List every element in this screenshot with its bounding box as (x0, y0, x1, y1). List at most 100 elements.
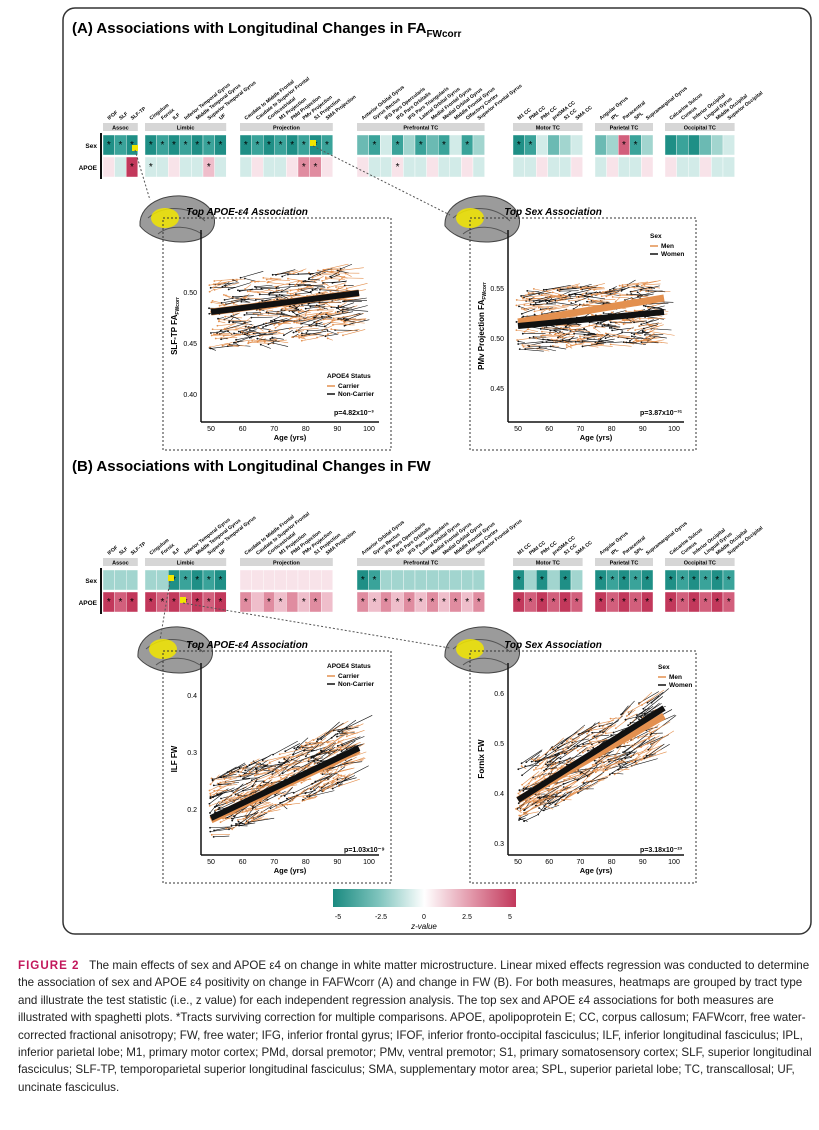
data-point (616, 746, 619, 749)
data-point (342, 316, 345, 318)
data-point (533, 769, 535, 771)
spaghetti-line (216, 329, 223, 334)
data-point (245, 312, 248, 314)
brain-pmv (444, 195, 520, 243)
data-point (519, 815, 522, 817)
spaghetti-line (342, 305, 368, 313)
spaghetti-line (213, 280, 230, 288)
spaghetti-line (212, 328, 238, 331)
data-point (281, 772, 284, 775)
tract-label: SPL (633, 546, 644, 557)
spaghetti-line (331, 321, 351, 325)
data-point (286, 797, 288, 800)
spaghetti-line (316, 316, 331, 323)
data-point (517, 340, 520, 343)
colorbar-tick: -5 (335, 914, 341, 921)
significance-star: * (218, 140, 222, 151)
spaghetti-line (248, 817, 275, 823)
spaghetti-line (641, 751, 667, 761)
spaghetti-line (577, 771, 594, 781)
data-point (579, 295, 581, 298)
heatmap-cell (676, 156, 689, 178)
significance-star: * (622, 575, 626, 586)
heatmap-cell (641, 569, 654, 591)
data-point (549, 761, 551, 763)
data-point (321, 279, 324, 282)
spaghetti-line (642, 330, 649, 334)
spaghetti-line (516, 329, 536, 334)
heatmap-cell (263, 569, 276, 591)
data-point (235, 328, 238, 331)
spaghetti-line (539, 296, 553, 303)
data-point (323, 772, 326, 775)
data-point (210, 332, 212, 334)
data-point (340, 750, 343, 753)
data-point (341, 778, 344, 781)
data-point (209, 830, 212, 833)
data-point (213, 288, 216, 291)
data-point (345, 726, 348, 729)
data-point (581, 745, 584, 748)
spaghetti-line (537, 746, 555, 760)
spaghetti-line (338, 302, 355, 309)
data-point (623, 751, 626, 753)
spaghetti-line (305, 311, 331, 316)
data-point (320, 738, 323, 741)
heatmap-cell (426, 134, 439, 156)
data-point (576, 749, 579, 752)
heatmap-cell (214, 156, 227, 178)
data-point (209, 794, 212, 797)
spaghetti-line (631, 332, 650, 334)
data-point (233, 332, 235, 335)
p-value: p=4.82x10⁻³ (334, 410, 374, 417)
heatmap-cell (239, 156, 252, 178)
spaghetti-line (559, 283, 580, 290)
spaghetti-line (285, 758, 295, 766)
significance-star: * (207, 597, 211, 608)
group-header (357, 123, 485, 131)
group-header (240, 558, 333, 566)
significance-star: * (430, 597, 434, 608)
spaghetti-line (293, 753, 318, 764)
spaghetti-line (543, 804, 560, 811)
spaghetti-line (215, 282, 240, 285)
spaghetti-line (233, 804, 250, 817)
spaghetti-line (616, 744, 630, 748)
spaghetti-line (244, 313, 264, 316)
spaghetti-line (317, 722, 344, 740)
spaghetti-line (577, 335, 595, 342)
data-point (331, 787, 334, 790)
spaghetti-line (285, 743, 301, 752)
tract-label: IPL (610, 112, 620, 122)
spaghetti-line (324, 321, 333, 327)
data-point (268, 768, 270, 771)
data-point (650, 732, 653, 735)
spaghetti-line (229, 320, 246, 323)
data-point (251, 339, 254, 342)
spaghetti-line (209, 792, 224, 804)
data-point (254, 285, 256, 288)
data-point (542, 338, 544, 341)
data-point (520, 307, 523, 310)
data-point (530, 760, 533, 763)
data-point (545, 763, 547, 766)
spaghetti-line (539, 346, 557, 352)
y-tick-label: 0.3 (494, 841, 504, 848)
data-point (523, 820, 525, 823)
spaghetti-line (624, 733, 649, 753)
data-point (268, 292, 271, 295)
data-point (602, 291, 604, 293)
spaghetti-line (619, 335, 638, 340)
spaghetti-line (236, 278, 245, 281)
data-point (549, 788, 552, 791)
spaghetti-line (320, 749, 339, 762)
spaghetti-line (636, 280, 657, 286)
data-point (604, 766, 606, 768)
spaghetti-line (574, 293, 589, 297)
data-point (517, 802, 520, 805)
heatmap-cell (297, 569, 310, 591)
data-point (647, 306, 649, 309)
data-point (515, 329, 518, 332)
data-point (528, 298, 531, 301)
